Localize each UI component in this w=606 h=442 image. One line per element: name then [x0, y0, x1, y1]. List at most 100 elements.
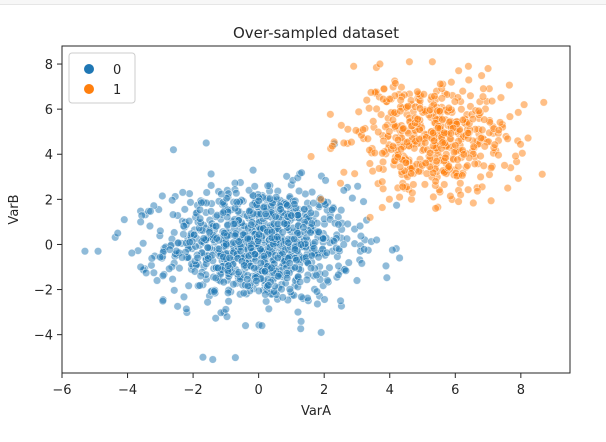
scatter-point-series-0: [360, 245, 369, 254]
x-tick-label: −6: [52, 383, 71, 398]
chart-title: Over-sampled dataset: [233, 24, 399, 42]
scatter-point-series-0: [219, 278, 228, 287]
scatter-point-series-0: [280, 219, 289, 228]
scatter-point-series-0: [202, 188, 211, 197]
scatter-point-series-0: [306, 228, 315, 237]
scatter-point-series-1: [347, 138, 356, 147]
scatter-point-series-1: [393, 153, 402, 162]
scatter-point-series-0: [199, 234, 208, 243]
scatter-point-series-1: [369, 117, 378, 126]
scatter-point-series-0: [229, 219, 238, 229]
legend-label-0: 0: [113, 63, 121, 78]
scatter-point-series-1: [473, 187, 482, 196]
y-tick-label: −2: [34, 284, 53, 299]
scatter-point-series-1: [476, 151, 485, 161]
scatter-point-series-1: [339, 168, 348, 177]
scatter-point-series-0: [307, 251, 316, 260]
scatter-point-series-1: [378, 149, 387, 158]
scatter-point-series-0: [149, 268, 158, 277]
scatter-point-series-1: [464, 62, 473, 71]
scatter-point-series-0: [203, 298, 212, 307]
scatter-point-series-0: [208, 355, 217, 364]
scatter-point-series-1: [421, 158, 430, 168]
y-tick-label: 8: [45, 58, 53, 73]
scatter-point-series-0: [321, 176, 330, 185]
scatter-point-series-1: [365, 159, 374, 168]
scatter-point-series-0: [323, 276, 332, 285]
scatter-point-series-0: [297, 168, 306, 177]
scatter-point-series-1: [456, 179, 465, 188]
scatter-point-series-0: [276, 205, 285, 214]
scatter-point-series-0: [182, 304, 191, 314]
legend: 0 1: [68, 52, 136, 104]
scatter-point-series-0: [334, 220, 343, 229]
scatter-point-series-1: [379, 184, 388, 193]
scatter-point-series-1: [458, 171, 467, 180]
scatter-point-series-0: [312, 271, 321, 280]
scatter-point-series-0: [299, 223, 308, 232]
x-tick-label: 6: [451, 383, 459, 398]
scatter-point-series-0: [205, 228, 214, 237]
scatter-point-series-0: [296, 240, 306, 249]
scatter-point-series-0: [136, 217, 145, 227]
scatter-point-series-0: [243, 234, 253, 243]
scatter-point-series-1: [478, 92, 488, 101]
scatter-point-series-1: [426, 105, 435, 114]
scatter-point-series-0: [184, 281, 193, 290]
scatter-point-series-0: [198, 353, 208, 362]
scatter-point-series-1: [469, 142, 478, 151]
scatter-point-series-0: [250, 250, 259, 259]
scatter-point-series-1: [485, 170, 494, 179]
scatter-point-series-0: [168, 275, 177, 284]
scatter-point-series-0: [142, 268, 151, 278]
scatter-point-series-0: [197, 198, 206, 207]
scatter-point-series-0: [283, 273, 292, 283]
legend-marker-1: [84, 84, 94, 94]
scatter-point-series-1: [378, 203, 387, 212]
scatter-point-series-0: [252, 276, 261, 285]
scatter-point-series-0: [309, 198, 318, 208]
scatter-point-series-1: [437, 94, 446, 103]
scatter-point-series-0: [302, 275, 311, 284]
points-layer: [80, 57, 548, 364]
scatter-point-series-0: [293, 308, 303, 317]
scatter-point-series-0: [297, 317, 306, 326]
scatter-point-series-1: [494, 126, 503, 135]
scatter-point-series-1: [463, 128, 473, 138]
scatter-point-series-0: [343, 219, 352, 229]
scatter-point-series-1: [393, 135, 403, 144]
scatter-point-series-0: [334, 270, 343, 279]
scatter-point-series-0: [277, 285, 286, 294]
x-axis-ticks: −6 −4 −2 0 2 4 6 8: [52, 373, 525, 398]
scatter-point-series-0: [337, 206, 346, 215]
scatter-point-series-0: [206, 207, 216, 216]
scatter-point-series-0: [278, 228, 287, 237]
scatter-point-series-0: [236, 246, 245, 256]
scatter-point-series-1: [408, 188, 417, 197]
scatter-point-series-0: [213, 263, 223, 273]
scatter-point-series-0: [165, 245, 174, 254]
y-tick-label: 4: [45, 148, 53, 163]
scatter-point-series-0: [210, 287, 219, 296]
scatter-point-series-0: [285, 258, 294, 268]
scatter-point-series-0: [217, 189, 226, 199]
scatter-point-series-1: [388, 115, 397, 125]
scatter-point-series-1: [336, 179, 345, 188]
scatter-point-series-1: [457, 105, 466, 114]
scatter-point-series-1: [479, 161, 488, 170]
scatter-point-series-0: [282, 172, 291, 181]
scatter-point-series-0: [320, 295, 329, 304]
x-tick-label: 0: [255, 383, 263, 398]
scatter-point-series-0: [290, 200, 299, 209]
scatter-point-series-1: [405, 57, 414, 66]
scatter-point-series-0: [230, 231, 240, 240]
scatter-point-series-0: [263, 181, 272, 190]
scatter-point-series-1: [365, 213, 375, 222]
scatter-point-series-1: [433, 123, 443, 133]
scatter-point-series-1: [391, 79, 400, 88]
scatter-point-series-0: [339, 186, 348, 195]
scatter-point-series-0: [246, 243, 255, 252]
scatter-point-series-1: [388, 142, 397, 151]
scatter-point-series-0: [93, 247, 103, 256]
